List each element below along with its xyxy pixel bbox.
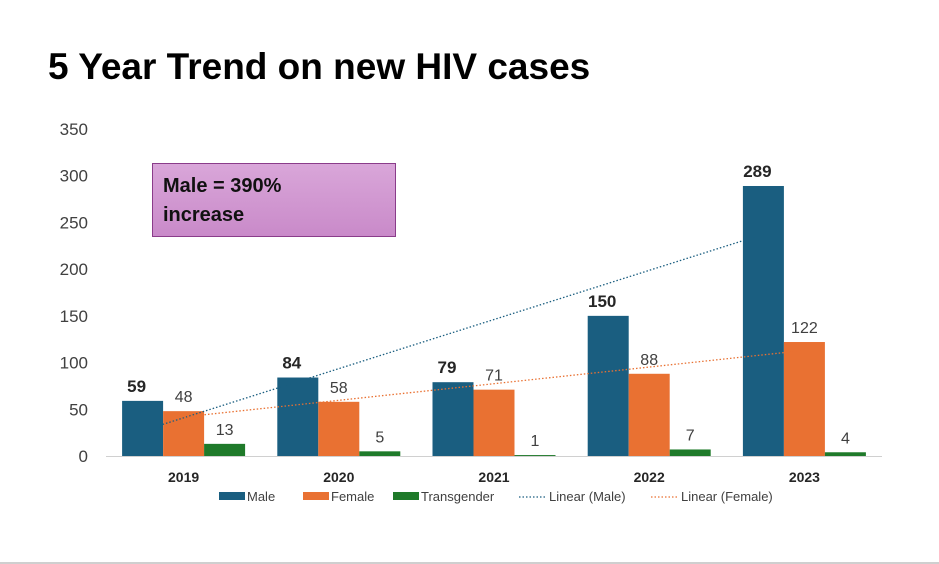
data-label-female-2022: 88: [640, 352, 658, 369]
slide-bottom-divider: [0, 562, 939, 564]
callout-line-1: Male = 390%: [163, 175, 282, 197]
x-tick-label: 2022: [634, 469, 665, 485]
male-increase-callout: Male = 390% increase: [152, 163, 396, 237]
legend-label: Linear (Female): [681, 489, 773, 504]
trendline-female: [183, 349, 805, 418]
data-label-transgender-2019: 13: [216, 422, 234, 439]
bar-female-2023: [783, 342, 825, 456]
bar-male-2023: [742, 185, 784, 456]
data-label-female-2020: 58: [330, 380, 348, 397]
data-label-male-2021: 79: [438, 358, 457, 377]
bar-transgender-2023: [824, 452, 866, 456]
data-label-transgender-2021: 1: [531, 433, 540, 450]
data-label-male-2020: 84: [282, 354, 301, 373]
x-tick-label: 2023: [789, 469, 820, 485]
y-tick-label: 150: [60, 307, 88, 326]
x-tick-label: 2019: [168, 469, 199, 485]
y-tick-label: 100: [60, 354, 88, 373]
y-tick-label: 250: [60, 213, 88, 232]
data-labels: 59 48 13 84 58 5 79 71 1 150 88 7 289 122 4: [127, 162, 850, 450]
chart-legend: Male Female Transgender Linear (Male) Linear…: [219, 489, 773, 504]
legend-swatch-female: [303, 492, 329, 500]
y-tick-label: 50: [69, 400, 88, 419]
data-label-male-2023: 289: [743, 162, 771, 181]
bar-female-2022: [628, 373, 670, 456]
y-tick-label: 300: [60, 167, 88, 186]
legend-label: Male: [247, 489, 275, 504]
bar-transgender-2022: [669, 449, 711, 456]
data-label-female-2019: 48: [175, 389, 193, 406]
bar-male-2020: [277, 377, 319, 456]
legend-label: Linear (Male): [549, 489, 626, 504]
callout-line-2: increase: [163, 204, 245, 226]
bar-series: [122, 185, 866, 457]
x-tick-label: 2021: [478, 469, 509, 485]
bar-male-2021: [432, 382, 474, 456]
data-label-transgender-2020: 5: [375, 429, 384, 446]
data-label-female-2023: 122: [791, 320, 818, 337]
bar-transgender-2020: [359, 451, 401, 456]
trendlines: [142, 233, 805, 432]
data-label-transgender-2022: 7: [686, 427, 695, 444]
legend-label: Transgender: [421, 489, 495, 504]
bar-male-2019: [122, 400, 164, 456]
x-axis: 2019 2020 2021 2022 2023: [106, 456, 882, 485]
bar-transgender-2021: [514, 455, 556, 457]
data-label-female-2021: 71: [485, 368, 503, 385]
bar-female-2019: [163, 411, 205, 456]
bar-female-2021: [473, 389, 515, 456]
legend-swatch-transgender: [393, 492, 419, 500]
bar-male-2022: [587, 315, 629, 456]
data-label-male-2022: 150: [588, 292, 616, 311]
legend-label: Female: [331, 489, 374, 504]
data-label-transgender-2023: 4: [841, 430, 850, 447]
page-title: 5 Year Trend on new HIV cases: [48, 46, 591, 87]
y-axis: 0 50 100 150 200 250 300 350: [60, 120, 88, 466]
trendline-male: [142, 233, 764, 432]
data-label-male-2019: 59: [127, 377, 146, 396]
bar-female-2020: [318, 401, 360, 456]
y-tick-label: 200: [60, 260, 88, 279]
y-tick-label: 0: [79, 447, 88, 466]
x-tick-label: 2020: [323, 469, 354, 485]
y-tick-label: 350: [60, 120, 88, 139]
legend-swatch-male: [219, 492, 245, 500]
bar-transgender-2019: [204, 443, 246, 456]
